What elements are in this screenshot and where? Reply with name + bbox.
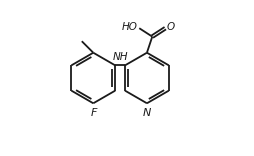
Text: N: N — [143, 108, 151, 118]
Text: F: F — [91, 108, 97, 118]
Text: NH: NH — [112, 51, 128, 61]
Text: O: O — [167, 22, 175, 32]
Text: HO: HO — [122, 22, 138, 32]
